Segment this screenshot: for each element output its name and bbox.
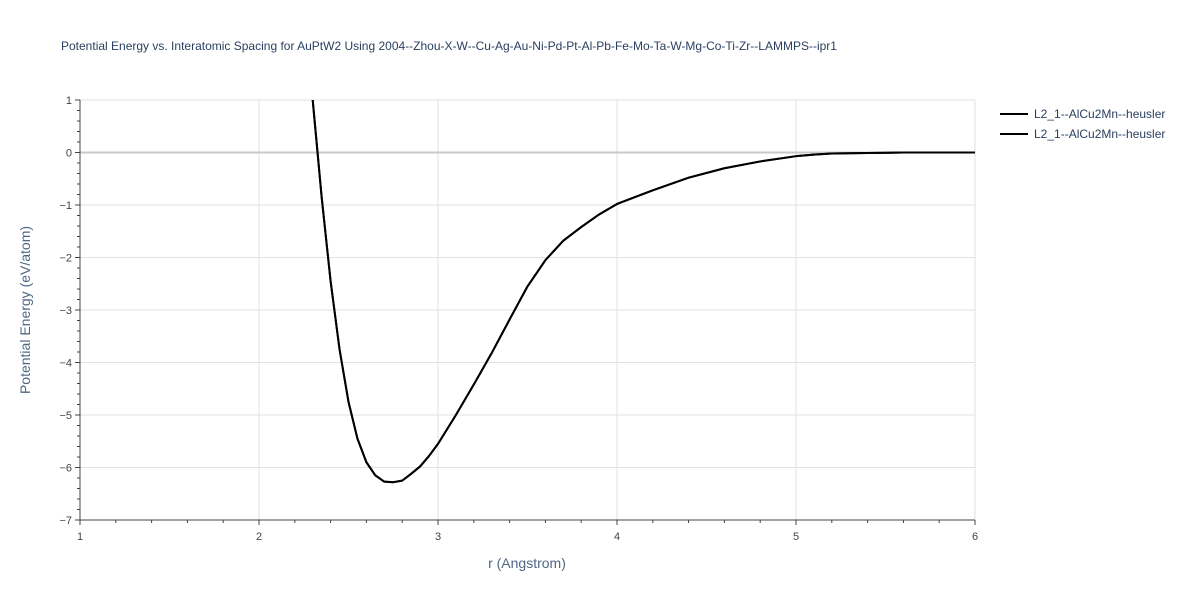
y-tick-label: −6 [59,463,72,475]
y-tick-label: −4 [59,358,72,370]
series-line-2 [311,100,975,484]
y-axis-title: Potential Energy (eV/atom) [17,226,33,394]
y-tick-label: −1 [59,200,72,212]
x-tick-label: 2 [256,531,262,543]
y-tick-label: −5 [59,410,72,422]
x-tick-label: 5 [793,531,799,543]
y-tick-label: −2 [59,253,72,265]
chart-title: Potential Energy vs. Interatomic Spacing… [61,39,837,53]
series-line-1 [311,100,975,484]
legend[interactable]: L2_1--AlCu2Mn--heusler L2_1--AlCu2Mn--heu… [1000,107,1165,141]
legend-item-2[interactable]: L2_1--AlCu2Mn--heusler [1000,127,1165,141]
legend-label: L2_1--AlCu2Mn--heusler [1034,107,1165,121]
y-tick-label: −7 [59,515,72,527]
x-tick-label: 6 [972,531,978,543]
grid-lines [80,99,976,520]
legend-item-1[interactable]: L2_1--AlCu2Mn--heusler [1000,107,1165,121]
x-tick-label: 1 [77,531,83,543]
x-axis-title: r (Angstrom) [488,555,566,571]
y-tick-label: 0 [66,148,72,160]
axes [75,99,976,525]
tick-labels: 1 2 3 4 5 6 1 0 −1 −2 −3 −4 −5 −6 −7 [59,95,978,543]
y-tick-label: −3 [59,305,72,317]
x-tick-label: 4 [614,531,620,543]
x-tick-label: 3 [435,531,441,543]
y-tick-label: 1 [66,95,72,107]
legend-label: L2_1--AlCu2Mn--heusler [1034,127,1165,141]
series-layer [311,100,975,484]
